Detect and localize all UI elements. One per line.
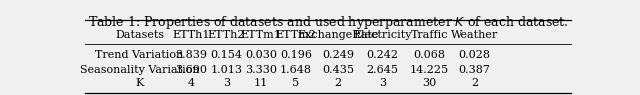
Text: 0.030: 0.030 [245,50,277,60]
Text: ETTm1: ETTm1 [241,30,282,40]
Text: 0.068: 0.068 [413,50,445,60]
Text: 2: 2 [334,78,342,88]
Text: 3.690: 3.690 [175,65,207,75]
Text: 30: 30 [422,78,437,88]
Text: 2.645: 2.645 [367,65,399,75]
Text: K: K [135,78,144,88]
Text: 11: 11 [254,78,268,88]
Text: 0.387: 0.387 [458,65,490,75]
Text: 3.839: 3.839 [175,50,207,60]
Text: 1.013: 1.013 [211,65,243,75]
Text: 0.196: 0.196 [280,50,312,60]
Text: 3: 3 [379,78,386,88]
Text: Seasonality Variation: Seasonality Variation [80,65,199,75]
Text: 14.225: 14.225 [410,65,449,75]
Text: 5: 5 [292,78,300,88]
Text: Weather: Weather [451,30,498,40]
Text: Datasets: Datasets [115,30,164,40]
Text: 1.648: 1.648 [280,65,312,75]
Text: Table 1: Properties of datasets and used hyperparameter $K$ of each dataset.: Table 1: Properties of datasets and used… [88,14,568,31]
Text: Traffic: Traffic [411,30,449,40]
Text: 0.028: 0.028 [458,50,490,60]
Text: 3.330: 3.330 [245,65,277,75]
Text: 2: 2 [471,78,478,88]
Text: 4: 4 [188,78,195,88]
Text: 0.435: 0.435 [322,65,354,75]
Text: 0.242: 0.242 [367,50,399,60]
Text: ETTm2: ETTm2 [275,30,316,40]
Text: 0.249: 0.249 [322,50,354,60]
Text: 3: 3 [223,78,230,88]
Text: ExchangeRate: ExchangeRate [297,30,379,40]
Text: ETTh2: ETTh2 [207,30,245,40]
Text: Trend Variation: Trend Variation [95,50,184,60]
Text: 0.154: 0.154 [211,50,243,60]
Text: Electricity: Electricity [353,30,412,40]
Text: ETTh1: ETTh1 [173,30,211,40]
